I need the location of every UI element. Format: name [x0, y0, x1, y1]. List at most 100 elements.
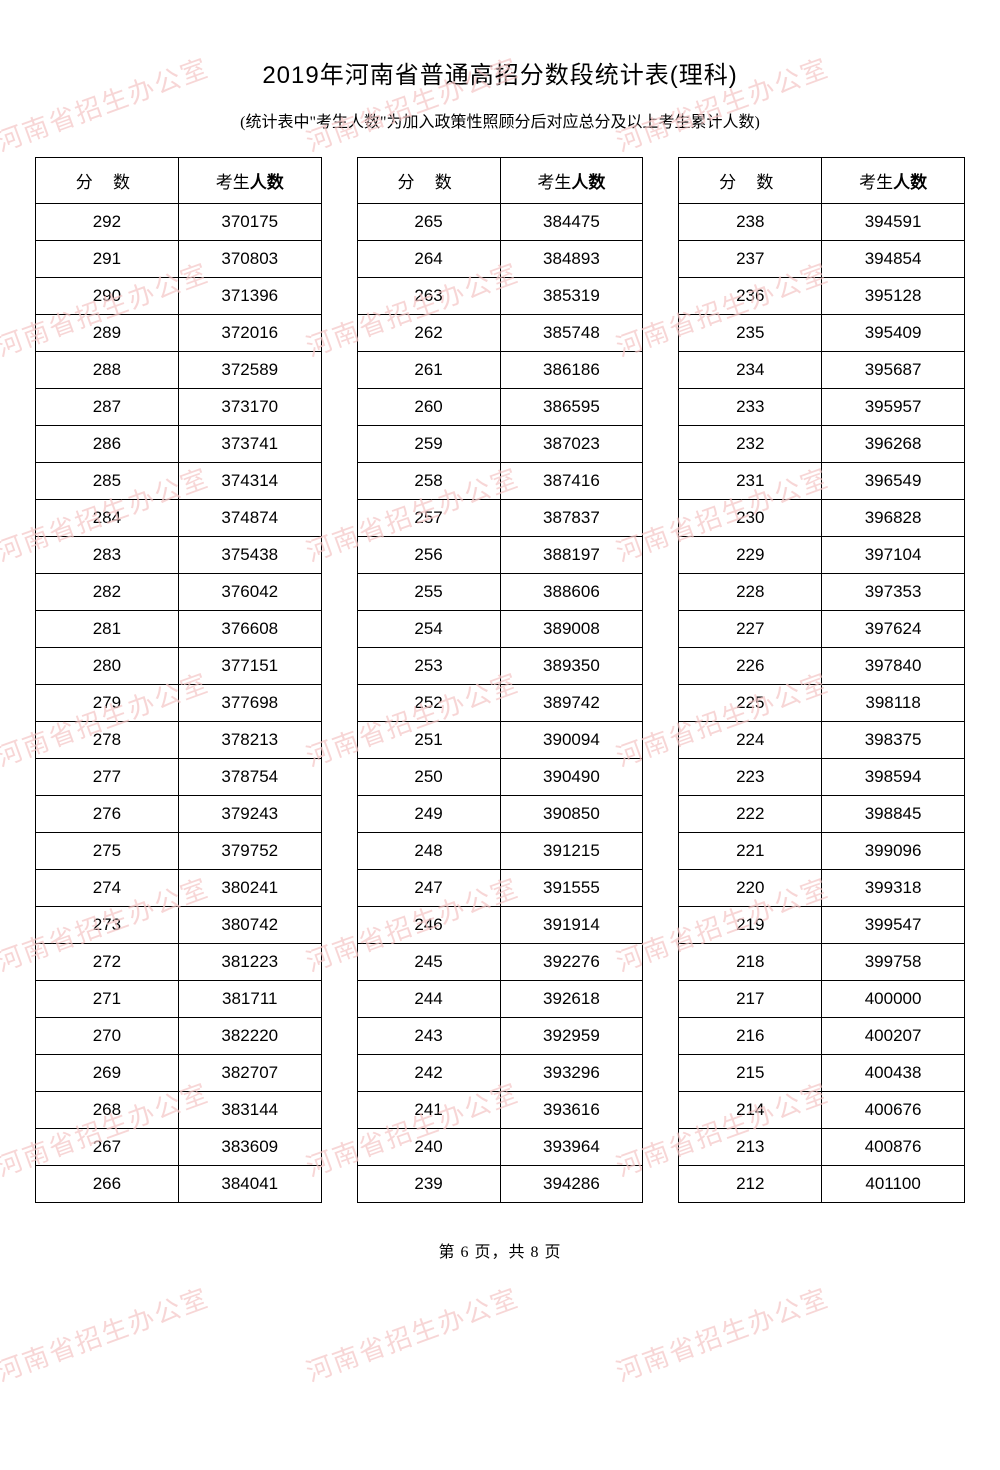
cell-count: 400438: [822, 1055, 965, 1092]
page-subtitle: (统计表中"考生人数"为加入政策性照顾分后对应总分及以上考生累计人数): [0, 108, 1000, 132]
cell-count: 391555: [500, 870, 643, 907]
cell-count: 398375: [822, 722, 965, 759]
cell-count: 390094: [500, 722, 643, 759]
table-row: 266384041: [36, 1166, 322, 1203]
table-row: 243392959: [357, 1018, 643, 1055]
table-row: 278378213: [36, 722, 322, 759]
cell-score: 272: [36, 944, 179, 981]
table-header-row: 分 数 考生人数: [679, 158, 965, 204]
cell-count: 400676: [822, 1092, 965, 1129]
cell-score: 264: [357, 241, 500, 278]
cell-count: 386595: [500, 389, 643, 426]
table-row: 212401100: [679, 1166, 965, 1203]
cell-count: 399096: [822, 833, 965, 870]
cell-count: 371396: [178, 278, 321, 315]
table-row: 272381223: [36, 944, 322, 981]
table-row: 215400438: [679, 1055, 965, 1092]
table-row: 260386595: [357, 389, 643, 426]
table-row: 233395957: [679, 389, 965, 426]
score-table-3: 分 数 考生人数 2383945912373948542363951282353…: [678, 157, 965, 1203]
cell-score: 255: [357, 574, 500, 611]
cell-score: 234: [679, 352, 822, 389]
cell-score: 261: [357, 352, 500, 389]
table-row: 244392618: [357, 981, 643, 1018]
cell-count: 393296: [500, 1055, 643, 1092]
cell-count: 392618: [500, 981, 643, 1018]
table-row: 287373170: [36, 389, 322, 426]
cell-score: 256: [357, 537, 500, 574]
col-score-header: 分 数: [36, 158, 179, 204]
table-row: 261386186: [357, 352, 643, 389]
cell-count: 393964: [500, 1129, 643, 1166]
cell-score: 281: [36, 611, 179, 648]
cell-count: 391914: [500, 907, 643, 944]
cell-score: 220: [679, 870, 822, 907]
table-row: 282376042: [36, 574, 322, 611]
cell-score: 287: [36, 389, 179, 426]
cell-count: 379752: [178, 833, 321, 870]
table-row: 255388606: [357, 574, 643, 611]
cell-count: 376608: [178, 611, 321, 648]
cell-count: 399318: [822, 870, 965, 907]
table-row: 264384893: [357, 241, 643, 278]
table-row: 257387837: [357, 500, 643, 537]
cell-count: 394854: [822, 241, 965, 278]
cell-score: 275: [36, 833, 179, 870]
cell-score: 289: [36, 315, 179, 352]
cell-score: 266: [36, 1166, 179, 1203]
cell-score: 239: [357, 1166, 500, 1203]
cell-count: 398594: [822, 759, 965, 796]
cell-count: 396549: [822, 463, 965, 500]
cell-score: 285: [36, 463, 179, 500]
table-row: 216400207: [679, 1018, 965, 1055]
col-score-header: 分 数: [679, 158, 822, 204]
cell-score: 224: [679, 722, 822, 759]
cell-score: 258: [357, 463, 500, 500]
table-row: 267383609: [36, 1129, 322, 1166]
table-row: 274380241: [36, 870, 322, 907]
table-row: 227397624: [679, 611, 965, 648]
table-row: 213400876: [679, 1129, 965, 1166]
cell-count: 384475: [500, 204, 643, 241]
cell-score: 259: [357, 426, 500, 463]
cell-count: 381223: [178, 944, 321, 981]
cell-count: 379243: [178, 796, 321, 833]
cell-score: 243: [357, 1018, 500, 1055]
table-row: 254389008: [357, 611, 643, 648]
table-row: 246391914: [357, 907, 643, 944]
cell-count: 372016: [178, 315, 321, 352]
cell-count: 378754: [178, 759, 321, 796]
table-row: 250390490: [357, 759, 643, 796]
cell-count: 389742: [500, 685, 643, 722]
table-row: 251390094: [357, 722, 643, 759]
cell-count: 391215: [500, 833, 643, 870]
cell-count: 395409: [822, 315, 965, 352]
cell-score: 290: [36, 278, 179, 315]
cell-count: 389350: [500, 648, 643, 685]
cell-count: 398845: [822, 796, 965, 833]
col-count-header: 考生人数: [500, 158, 643, 204]
cell-score: 223: [679, 759, 822, 796]
score-table-1: 分 数 考生人数 2923701752913708032903713962893…: [35, 157, 322, 1203]
cell-count: 377698: [178, 685, 321, 722]
cell-score: 257: [357, 500, 500, 537]
table-row: 214400676: [679, 1092, 965, 1129]
watermark-text: 河南省招生办公室: [610, 1278, 833, 1389]
cell-score: 249: [357, 796, 500, 833]
score-table-2: 分 数 考生人数 2653844752643848932633853192623…: [357, 157, 644, 1203]
cell-count: 389008: [500, 611, 643, 648]
cell-score: 221: [679, 833, 822, 870]
cell-score: 222: [679, 796, 822, 833]
cell-count: 374314: [178, 463, 321, 500]
cell-score: 260: [357, 389, 500, 426]
table-row: 224398375: [679, 722, 965, 759]
table-row: 253389350: [357, 648, 643, 685]
table-row: 220399318: [679, 870, 965, 907]
cell-score: 236: [679, 278, 822, 315]
cell-count: 388606: [500, 574, 643, 611]
table-row: 268383144: [36, 1092, 322, 1129]
table-row: 226397840: [679, 648, 965, 685]
table-row: 249390850: [357, 796, 643, 833]
cell-score: 214: [679, 1092, 822, 1129]
cell-count: 387023: [500, 426, 643, 463]
